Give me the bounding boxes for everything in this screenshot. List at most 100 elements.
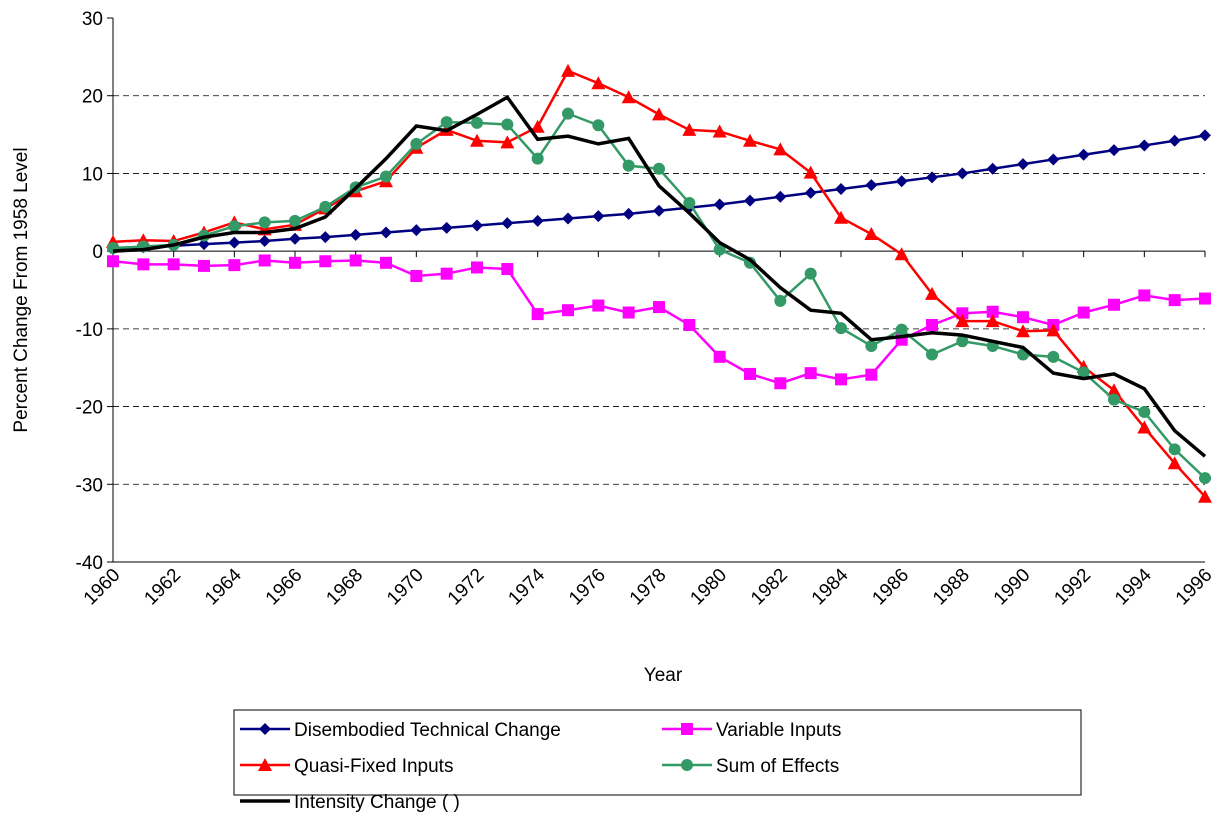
y-tick-label: -40 — [76, 553, 103, 574]
marker — [198, 259, 210, 272]
legend-box — [233, 709, 1082, 796]
marker — [803, 165, 818, 179]
marker — [835, 373, 847, 386]
marker — [501, 263, 514, 276]
legend-label: Intensity Change ( ) — [294, 792, 460, 813]
x-tick-label: 1976 — [565, 565, 610, 610]
marker — [895, 323, 908, 336]
marker — [744, 194, 756, 207]
marker — [652, 107, 666, 121]
marker — [258, 216, 271, 229]
marker — [258, 254, 271, 267]
marker — [713, 350, 726, 363]
marker — [1017, 158, 1029, 171]
marker — [501, 118, 514, 131]
marker — [319, 231, 332, 244]
marker — [591, 76, 606, 90]
legend-marker — [258, 758, 272, 771]
marker — [622, 159, 635, 172]
series-line — [112, 94, 1207, 458]
marker — [471, 261, 483, 274]
marker — [774, 294, 787, 307]
marker — [289, 256, 301, 269]
x-tick-label: 1984 — [808, 564, 853, 609]
marker — [1199, 472, 1211, 485]
marker — [926, 171, 938, 184]
marker — [471, 116, 483, 129]
marker — [1199, 292, 1211, 305]
marker — [865, 179, 878, 192]
marker — [774, 377, 787, 390]
marker — [228, 236, 241, 249]
x-tick-label: 1972 — [444, 565, 489, 610]
marker — [592, 299, 605, 312]
marker — [410, 137, 423, 150]
marker — [835, 322, 847, 335]
marker — [380, 256, 392, 269]
marker — [531, 152, 544, 165]
legend-label: Disembodied Technical Change — [294, 720, 561, 741]
marker — [956, 167, 969, 180]
x-tick-label: 1986 — [868, 565, 913, 610]
marker — [713, 198, 726, 211]
marker — [835, 182, 847, 195]
marker — [1108, 298, 1120, 311]
marker — [1077, 366, 1090, 379]
series-line — [112, 69, 1206, 498]
marker — [926, 318, 938, 331]
marker — [380, 170, 392, 183]
marker — [531, 214, 544, 227]
marker — [1167, 456, 1182, 470]
marker — [1168, 443, 1181, 456]
marker — [774, 190, 787, 203]
marker — [258, 235, 271, 248]
y-tick-label: -10 — [76, 320, 103, 341]
marker — [682, 122, 697, 136]
marker — [865, 339, 878, 352]
legend-label: Quasi-Fixed Inputs — [294, 756, 453, 777]
marker — [865, 368, 878, 381]
y-tick-label: -20 — [76, 398, 103, 419]
x-tick-label: 1974 — [504, 564, 549, 609]
marker — [1047, 153, 1060, 166]
marker — [440, 116, 453, 129]
marker — [562, 107, 574, 120]
marker — [1108, 393, 1120, 406]
marker — [622, 306, 635, 319]
marker — [653, 162, 665, 175]
marker — [1016, 324, 1030, 338]
x-tick-label: 1996 — [1172, 565, 1216, 610]
x-axis-title: Year — [644, 665, 683, 686]
x-tick-label: 1980 — [686, 565, 731, 610]
marker — [501, 217, 514, 230]
marker — [319, 255, 332, 268]
legend-marker — [259, 723, 271, 735]
legend-marker — [681, 759, 693, 771]
marker — [1138, 139, 1151, 152]
marker — [926, 348, 938, 361]
x-tick-label: 1988 — [929, 565, 974, 610]
x-tick-label: 1970 — [383, 565, 428, 610]
marker — [500, 135, 515, 149]
marker — [228, 259, 241, 272]
marker — [137, 258, 150, 271]
marker — [440, 221, 453, 234]
marker — [167, 258, 180, 271]
x-tick-label: 1962 — [140, 565, 185, 610]
marker — [712, 124, 727, 138]
marker — [471, 219, 483, 232]
marker — [1137, 420, 1152, 434]
legend-label: Sum of Effects — [716, 756, 839, 777]
marker — [1198, 489, 1212, 503]
marker — [592, 119, 605, 132]
y-tick-label: 10 — [82, 164, 103, 185]
legend-marker — [681, 723, 693, 735]
y-tick-label: 0 — [92, 242, 103, 263]
marker — [955, 314, 970, 328]
marker — [956, 335, 969, 348]
marker — [1108, 144, 1120, 157]
legend-label: Variable Inputs — [716, 720, 841, 741]
marker — [198, 238, 210, 251]
marker — [470, 133, 484, 147]
